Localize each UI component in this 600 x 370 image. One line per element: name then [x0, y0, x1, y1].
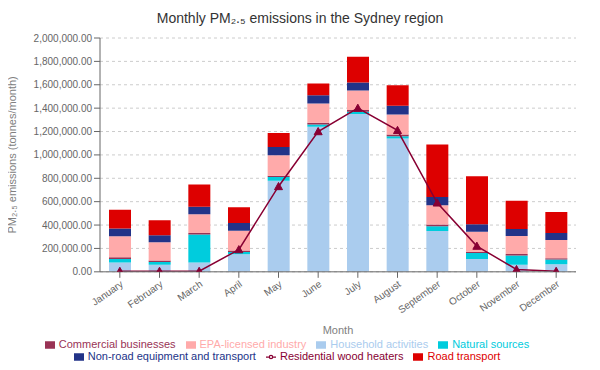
svg-text:October: October	[447, 278, 483, 308]
svg-text:0.00: 0.00	[73, 266, 93, 277]
svg-text:1,600,000.00: 1,600,000.00	[34, 79, 93, 90]
svg-text:2,000,000.00: 2,000,000.00	[34, 33, 93, 44]
svg-text:November: November	[478, 278, 523, 314]
html-text:Commercial businesses: Commercial businesses	[58, 337, 176, 350]
svg-text:400,000.00: 400,000.00	[42, 220, 92, 231]
svg-text:December: December	[517, 278, 562, 314]
svg-text:200,000.00: 200,000.00	[42, 243, 92, 254]
svg-text:May: May	[262, 278, 284, 298]
svg-text:September: September	[396, 278, 443, 315]
svg-text:PM₂.₅ emissions (tonnes/month): PM₂.₅ emissions (tonnes/month)	[8, 76, 18, 233]
svg-text:1,200,000.00: 1,200,000.00	[34, 126, 93, 137]
svg-text:Month: Month	[323, 324, 354, 336]
html-text:Household activities: Household activities	[330, 337, 429, 350]
svg-text:March: March	[175, 278, 204, 303]
svg-text:August: August	[371, 278, 403, 305]
html-text:Non-road equipment and transpo: Non-road equipment and transport	[87, 349, 256, 362]
html-text:Residential wood heaters: Residential wood heaters	[279, 349, 404, 362]
svg-text:800,000.00: 800,000.00	[42, 173, 92, 184]
svg-text:July: July	[342, 278, 363, 297]
svg-text:February: February	[126, 278, 165, 310]
html-text:EPA-licensed industry: EPA-licensed industry	[199, 337, 307, 350]
svg-text:1,800,000.00: 1,800,000.00	[34, 56, 93, 67]
svg-text:1,400,000.00: 1,400,000.00	[34, 103, 93, 114]
html-text:Road transport: Road transport	[427, 349, 501, 362]
svg-text:April: April	[221, 278, 244, 298]
svg-text:January: January	[90, 278, 125, 307]
svg-text:June: June	[299, 278, 323, 300]
html-text:Monthly PM₂.₅ emissions in the: Monthly PM₂.₅ emissions in the Sydney re…	[156, 10, 444, 26]
svg-text:600,000.00: 600,000.00	[42, 196, 92, 207]
svg-text:1,000,000.00: 1,000,000.00	[34, 149, 93, 160]
html-text:Natural sources: Natural sources	[452, 337, 530, 350]
